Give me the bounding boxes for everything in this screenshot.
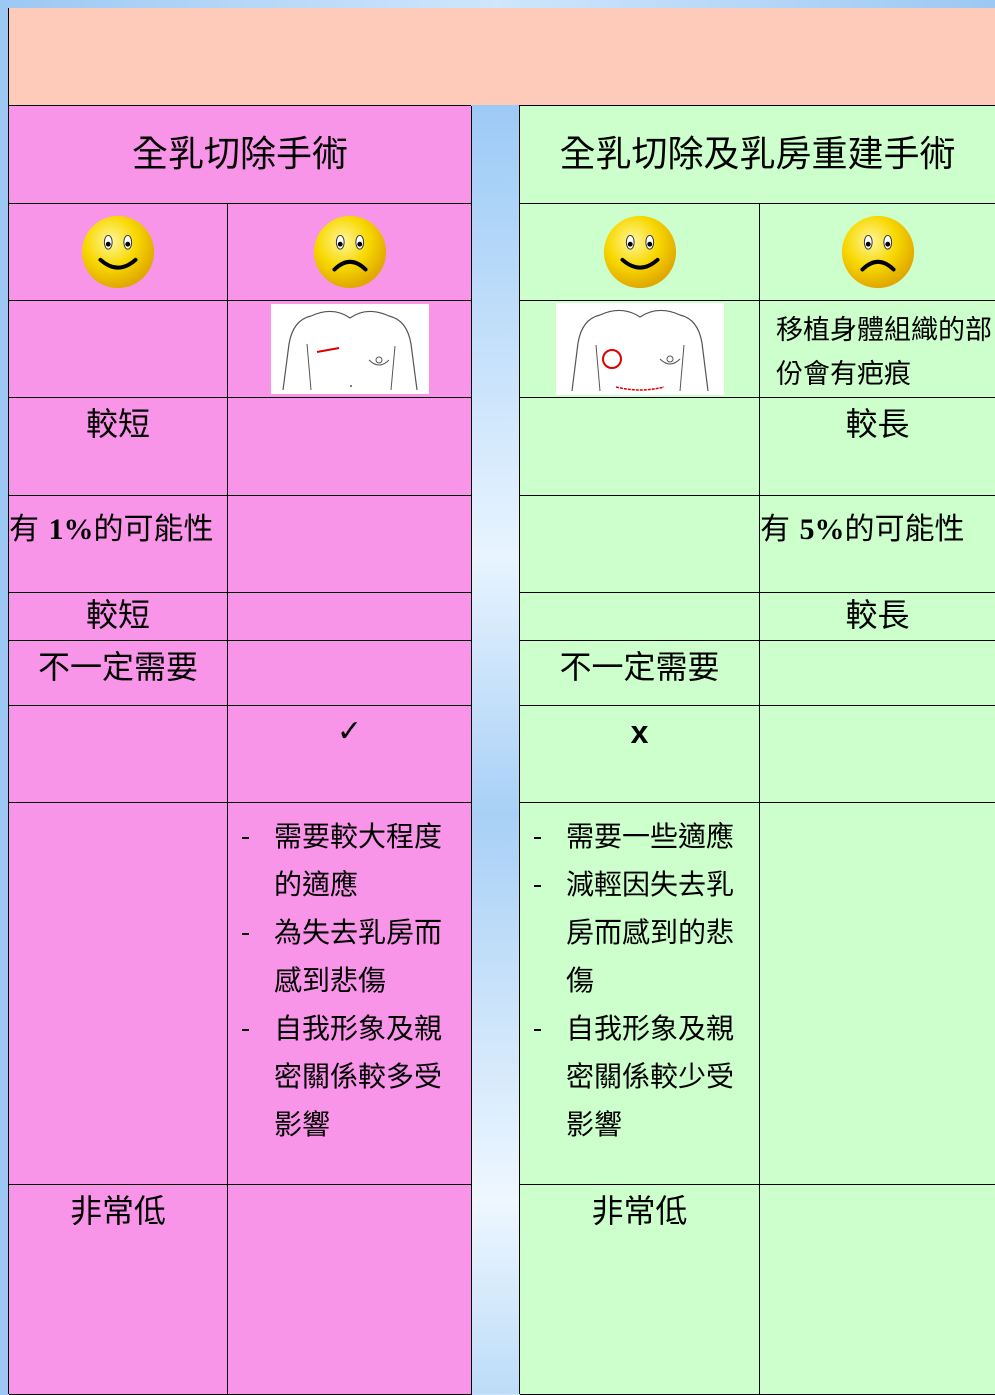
recovery-time: 較短 bbox=[9, 398, 228, 496]
risk: 有 1%的可能性 bbox=[9, 496, 228, 593]
recurrence: 非常低 bbox=[9, 1185, 228, 1395]
cell bbox=[9, 803, 228, 1185]
cell bbox=[520, 398, 760, 496]
impact-list: 需要較大程度的適應 為失去乳房而感到悲傷 自我形象及親密關係較多受影響 bbox=[228, 803, 471, 1149]
recurrence: 非常低 bbox=[520, 1185, 760, 1395]
risk-prefix: 有 bbox=[9, 512, 49, 547]
impact-item: 為失去乳房而感到悲傷 bbox=[228, 909, 471, 1005]
impact-item: 自我形象及親密關係較少受影響 bbox=[520, 1005, 759, 1149]
risk-rate: 1% bbox=[48, 513, 94, 546]
further-surgery: 不一定需要 bbox=[520, 641, 760, 706]
prosthesis: ✓ bbox=[228, 706, 472, 803]
cell bbox=[228, 1185, 472, 1395]
risk-suffix: 的可能性 bbox=[93, 512, 214, 547]
cell bbox=[760, 1185, 995, 1395]
gap bbox=[471, 105, 519, 1394]
scar-note: 移植身體組織的部份會有疤痕 bbox=[760, 301, 995, 398]
cell bbox=[228, 496, 472, 593]
cell bbox=[760, 706, 995, 803]
further-surgery: 不一定需要 bbox=[9, 641, 228, 706]
impact-text: 減輕因失去乳房而感到的悲傷 bbox=[566, 868, 735, 997]
cell bbox=[228, 641, 472, 706]
cell bbox=[520, 593, 760, 641]
impact-text: 需要一些適應 bbox=[566, 820, 735, 853]
happy-face bbox=[601, 213, 679, 291]
scar-illustration bbox=[270, 304, 429, 394]
pro-icon bbox=[9, 204, 228, 301]
image-cell bbox=[520, 301, 760, 398]
emotional-impact: 需要較大程度的適應 為失去乳房而感到悲傷 自我形象及親密關係較多受影響 bbox=[228, 803, 472, 1185]
header: 全乳切除手術 bbox=[9, 106, 472, 204]
pro-icon bbox=[520, 204, 760, 301]
impact-item: 自我形象及親密關係較多受影響 bbox=[228, 1005, 471, 1149]
header: 全乳切除及乳房重建手術 bbox=[520, 106, 995, 204]
image-cell bbox=[228, 301, 472, 398]
reconstruction-illustration bbox=[555, 303, 724, 395]
risk-prefix: 有 bbox=[760, 512, 800, 547]
impact-item: 需要一些適應 bbox=[520, 813, 759, 861]
con-icon bbox=[228, 204, 472, 301]
sad-face bbox=[311, 213, 389, 291]
risk-rate: 5% bbox=[799, 513, 845, 546]
banner bbox=[8, 8, 995, 105]
cell bbox=[228, 593, 472, 641]
reconstruction-table: 全乳切除及乳房重建手術 移植身體組織的部份會有疤痕 較長 有 5%的可能性 較長… bbox=[519, 105, 995, 1395]
impact-item: 減輕因失去乳房而感到的悲傷 bbox=[520, 861, 759, 1005]
impact-text: 為失去乳房而感到悲傷 bbox=[274, 916, 443, 997]
hospital-stay: 較長 bbox=[760, 593, 995, 641]
cell bbox=[9, 706, 228, 803]
impact-text: 自我形象及親密關係較多受影響 bbox=[274, 1012, 443, 1141]
hospital-stay: 較短 bbox=[9, 593, 228, 641]
sad-face bbox=[839, 213, 917, 291]
prosthesis: x bbox=[520, 706, 760, 803]
mastectomy-table: 全乳切除手術 較短 有 1%的可能性 較短 不一定需要 ✓ 需要較大程度的適應 … bbox=[8, 105, 472, 1395]
risk-suffix: 的可能性 bbox=[844, 512, 965, 547]
con-icon bbox=[760, 204, 995, 301]
happy-face bbox=[79, 213, 157, 291]
impact-text: 自我形象及親密關係較少受影響 bbox=[566, 1012, 735, 1141]
emotional-impact: 需要一些適應 減輕因失去乳房而感到的悲傷 自我形象及親密關係較少受影響 bbox=[520, 803, 760, 1185]
risk: 有 5%的可能性 bbox=[760, 496, 995, 593]
cell bbox=[760, 803, 995, 1185]
recovery-time: 較長 bbox=[760, 398, 995, 496]
impact-text: 需要較大程度的適應 bbox=[274, 820, 443, 901]
impact-list: 需要一些適應 減輕因失去乳房而感到的悲傷 自我形象及親密關係較少受影響 bbox=[520, 803, 759, 1149]
cell bbox=[228, 398, 472, 496]
cell bbox=[760, 641, 995, 706]
cell bbox=[9, 301, 228, 398]
cell bbox=[520, 496, 760, 593]
impact-item: 需要較大程度的適應 bbox=[228, 813, 471, 909]
